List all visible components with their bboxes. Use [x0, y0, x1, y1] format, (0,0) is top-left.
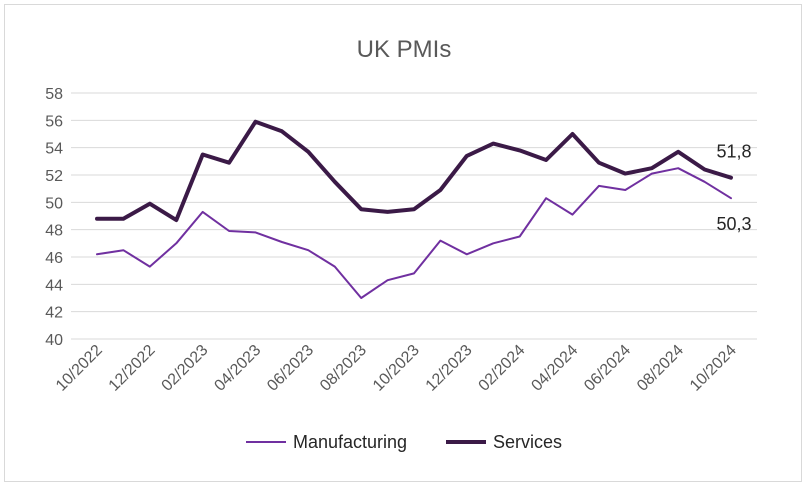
data-label-manufacturing: 50,3	[716, 214, 751, 234]
data-label-services: 51,8	[716, 142, 751, 162]
y-tick-label: 42	[45, 305, 63, 322]
x-tick-label: 12/2022	[106, 342, 159, 395]
y-tick-label: 48	[45, 223, 63, 240]
y-tick-label: 58	[45, 86, 63, 103]
data-labels: 50,3 51,8	[716, 142, 751, 235]
series-line-services	[95, 119, 733, 223]
grid-layer	[71, 92, 757, 340]
x-tick-label: 12/2023	[423, 342, 476, 395]
series-line-manufacturing	[96, 167, 732, 299]
y-tick-label: 50	[45, 195, 63, 212]
y-tick-label: 40	[45, 332, 63, 349]
x-tick-label: 08/2023	[317, 342, 370, 395]
legend-label-manufacturing: Manufacturing	[293, 432, 407, 452]
series-layer	[95, 119, 733, 299]
y-tick-label: 52	[45, 168, 63, 185]
legend-label-services: Services	[493, 432, 562, 452]
y-tick-label: 56	[45, 113, 63, 130]
chart-frame: UK PMIs 40 42 44 46 48 50 52 54 56 58 10/2022 12/2…	[4, 4, 802, 482]
x-axis-ticks: 10/2022 12/2022 02/2023 04/2023 06/2023 08/20…	[53, 342, 740, 395]
y-tick-label: 46	[45, 250, 63, 267]
x-tick-label: 06/2023	[264, 342, 317, 395]
x-tick-label: 06/2024	[581, 342, 634, 395]
y-tick-label: 44	[45, 277, 63, 294]
x-tick-label: 08/2024	[634, 342, 687, 395]
y-axis-ticks: 40 42 44 46 48 50 52 54 56 58	[45, 86, 63, 349]
x-tick-label: 02/2024	[476, 342, 529, 395]
x-tick-label: 04/2024	[528, 342, 581, 395]
x-tick-label: 02/2023	[159, 342, 212, 395]
x-tick-label: 10/2022	[53, 342, 106, 395]
x-tick-label: 10/2023	[370, 342, 423, 395]
x-tick-label: 10/2024	[687, 342, 740, 395]
chart-title: UK PMIs	[357, 36, 452, 63]
x-tick-label: 04/2023	[211, 342, 264, 395]
legend: Manufacturing Services	[246, 432, 562, 452]
y-tick-label: 54	[45, 141, 63, 158]
